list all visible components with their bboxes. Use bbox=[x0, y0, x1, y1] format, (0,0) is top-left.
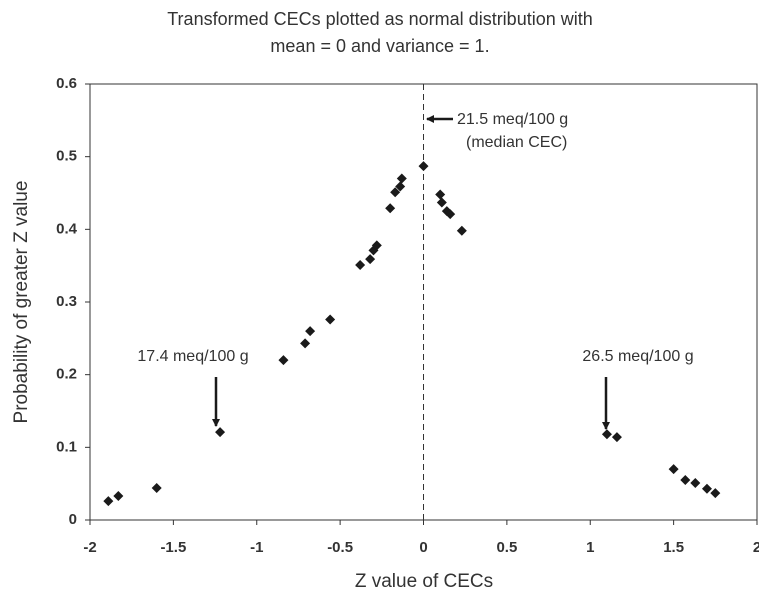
x-tick-label: 2 bbox=[753, 539, 759, 556]
point bbox=[390, 187, 401, 198]
x-tick-label: -1.5 bbox=[160, 539, 186, 556]
point bbox=[365, 254, 376, 265]
y-tick-label: 0 bbox=[69, 511, 77, 528]
point bbox=[355, 259, 366, 270]
point bbox=[690, 477, 701, 488]
point bbox=[396, 173, 407, 184]
point bbox=[300, 338, 311, 349]
point bbox=[445, 209, 456, 220]
y-tick-label: 0.3 bbox=[56, 293, 77, 310]
annotation: 26.5 meq/100 g bbox=[582, 348, 693, 365]
point bbox=[418, 161, 429, 172]
annotation: (median CEC) bbox=[466, 134, 567, 151]
y-tick-label: 0.5 bbox=[56, 148, 77, 165]
chart-title: mean = 0 and variance = 1. bbox=[270, 36, 489, 56]
point bbox=[215, 427, 226, 438]
point bbox=[710, 488, 721, 499]
x-tick-label: 1 bbox=[586, 539, 594, 556]
point bbox=[680, 475, 691, 486]
y-tick-label: 0.4 bbox=[56, 220, 78, 237]
point bbox=[278, 355, 289, 366]
point bbox=[305, 326, 316, 337]
y-tick-label: 0.2 bbox=[56, 366, 77, 383]
x-tick-label: -1 bbox=[250, 539, 263, 556]
y-tick-label: 0.1 bbox=[56, 438, 77, 455]
point bbox=[601, 429, 612, 440]
x-tick-label: -2 bbox=[83, 539, 96, 556]
point bbox=[611, 432, 622, 443]
x-axis-label: Z value of CECs bbox=[355, 571, 493, 592]
annotation: 21.5 meq/100 g bbox=[457, 111, 568, 128]
x-tick-label: -0.5 bbox=[327, 539, 353, 556]
x-tick-label: 1.5 bbox=[663, 539, 684, 556]
point bbox=[456, 225, 467, 236]
point bbox=[436, 197, 447, 208]
x-tick-label: 0 bbox=[419, 539, 427, 556]
point bbox=[385, 203, 396, 214]
point bbox=[371, 240, 382, 251]
point bbox=[668, 464, 679, 475]
point bbox=[113, 491, 124, 502]
y-tick-label: 0.6 bbox=[56, 75, 77, 92]
point bbox=[325, 314, 336, 325]
point bbox=[103, 496, 114, 507]
point bbox=[151, 483, 162, 494]
point bbox=[395, 181, 406, 192]
point bbox=[701, 483, 712, 494]
annotation: 17.4 meq/100 g bbox=[137, 348, 248, 365]
point bbox=[435, 189, 446, 200]
x-tick-label: 0.5 bbox=[496, 539, 517, 556]
chart-title: Transformed CECs plotted as normal distr… bbox=[167, 9, 593, 29]
y-axis-label: Probability of greater Z value bbox=[11, 181, 32, 424]
